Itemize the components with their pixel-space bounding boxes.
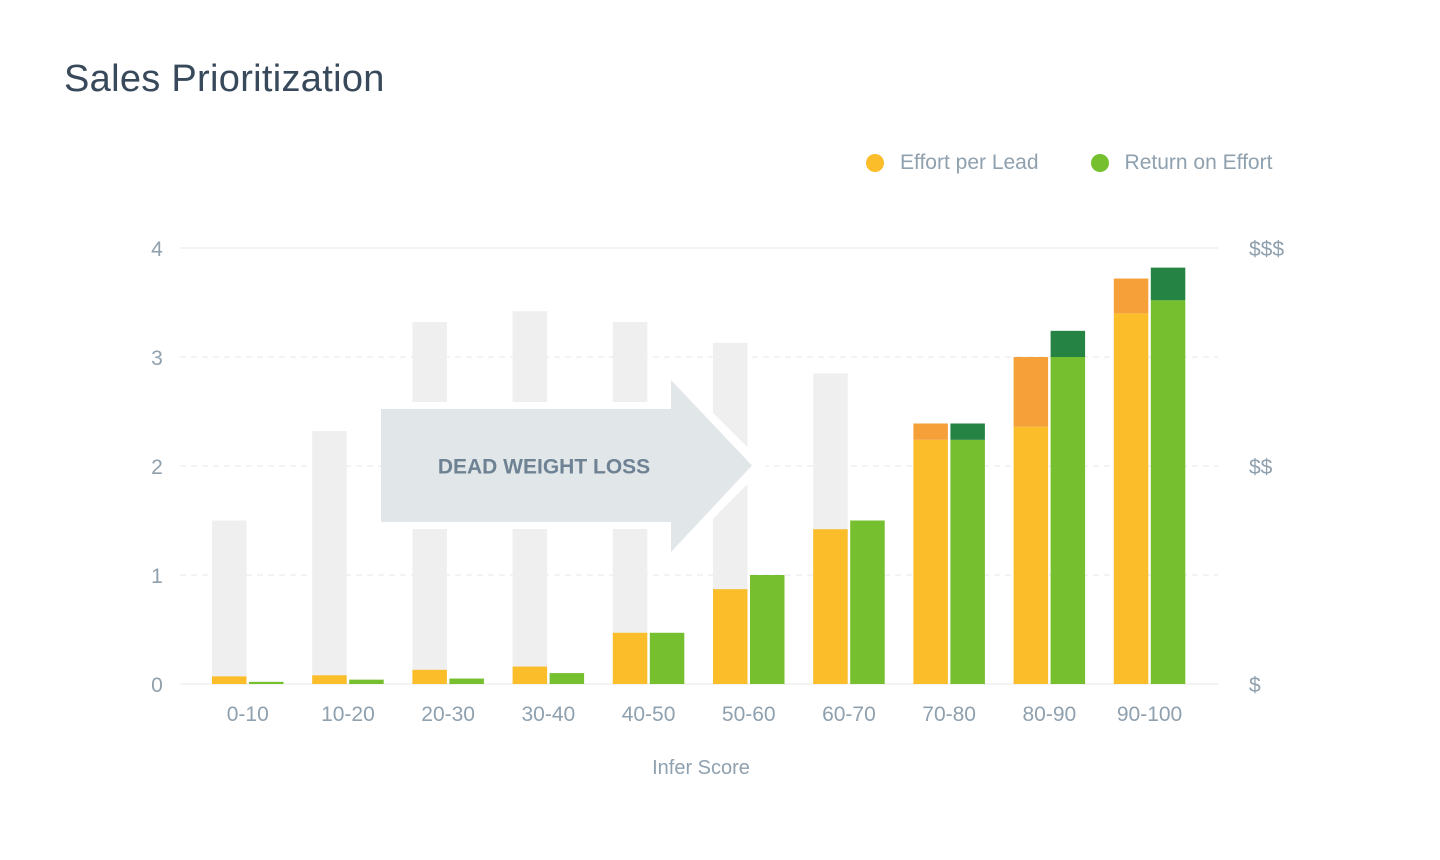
effort-bar: [1113, 313, 1149, 684]
dead-weight-loss-arrow-icon: [381, 380, 752, 552]
legend-dot-return-icon: [1090, 154, 1109, 172]
effort-bar: [412, 669, 447, 684]
background-bar: [212, 520, 247, 684]
right-axis-label: $$$: [1249, 238, 1284, 261]
return-bar: [750, 575, 785, 684]
legend-item-effort: Effort per Lead: [866, 151, 1039, 175]
data-bars: [212, 267, 1186, 684]
return-bar: [249, 681, 284, 684]
x-tick-label: 80-90: [1022, 703, 1076, 726]
return-bar: [549, 673, 585, 684]
x-tick-label: 0-10: [227, 703, 269, 726]
y-tick-label: 2: [151, 456, 163, 479]
effort-bar: [713, 589, 748, 684]
legend-item-return: Return on Effort: [1090, 151, 1273, 175]
x-axis-title: Infer Score: [652, 757, 750, 779]
page-title: Sales Prioritization: [64, 58, 385, 100]
dead-weight-loss-annotation: DEAD WEIGHT LOSS: [381, 364, 766, 568]
return-bar: [449, 678, 484, 684]
legend-label-return: Return on Effort: [1124, 151, 1273, 174]
y-tick-label: 4: [151, 238, 163, 261]
x-tick-label: 90-100: [1117, 703, 1182, 726]
effort-bar: [913, 439, 948, 684]
legend-dot-effort-icon: [866, 154, 884, 172]
return-bar: [1050, 357, 1086, 684]
x-tick-label: 50-60: [722, 703, 776, 726]
y-tick-label: 0: [151, 674, 163, 697]
effort-bar: [312, 675, 347, 684]
legend-label-effort: Effort per Lead: [900, 151, 1039, 174]
right-axis-label: $$: [1249, 456, 1273, 479]
return-bar: [950, 439, 985, 684]
return-bar: [349, 679, 384, 684]
effort-bar: [512, 666, 548, 684]
y-tick-label: 3: [151, 347, 163, 370]
x-tick-label: 70-80: [922, 703, 976, 726]
x-tick-label: 30-40: [521, 703, 575, 726]
effort-bar-top: [1013, 357, 1049, 427]
y-tick-label: 1: [151, 565, 163, 588]
effort-bar: [1013, 426, 1049, 684]
x-tick-label: 20-30: [421, 703, 475, 726]
background-bar: [312, 431, 347, 684]
x-tick-label: 40-50: [622, 703, 676, 726]
effort-bar: [813, 529, 848, 684]
return-bar-top: [1050, 330, 1086, 357]
effort-bar-top: [1113, 278, 1149, 314]
return-bar-top: [1150, 267, 1186, 301]
right-axis-label: $: [1249, 674, 1261, 697]
effort-bar-top: [913, 423, 948, 440]
effort-bar: [212, 676, 247, 684]
return-bar: [1150, 300, 1186, 684]
x-tick-label: 10-20: [321, 703, 375, 726]
effort-bar: [612, 632, 648, 684]
return-bar-top: [950, 423, 985, 440]
dead-weight-loss-label: DEAD WEIGHT LOSS: [438, 456, 650, 479]
return-bar: [649, 632, 685, 684]
return-bar: [850, 520, 885, 684]
chart-legend: Effort per Lead Return on Effort: [866, 148, 1272, 178]
x-tick-label: 60-70: [822, 703, 876, 726]
